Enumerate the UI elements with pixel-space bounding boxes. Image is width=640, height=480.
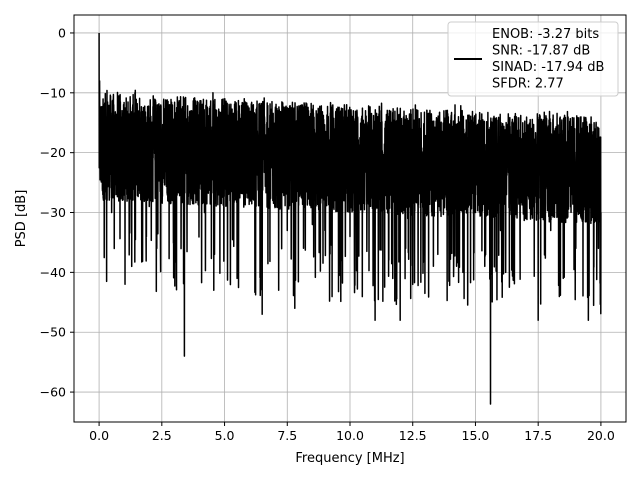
x-tick-label: 5.0	[215, 428, 235, 443]
y-axis-label: PSD [dB]	[14, 190, 29, 248]
x-axis-ticks: 0.0 2.5 5.0 7.5 10.0 12.5 15.0 17.5 20.0	[89, 422, 615, 443]
y-tick-label: −20	[40, 145, 66, 160]
x-tick-label: 20.0	[587, 428, 615, 443]
x-tick-label: 0.0	[89, 428, 109, 443]
x-tick-label: 12.5	[399, 428, 427, 443]
x-axis-label: Frequency [MHz]	[295, 451, 404, 466]
legend: ENOB: -3.27 bits SNR: -17.87 dB SINAD: -…	[447, 21, 619, 97]
y-tick-label: −30	[40, 205, 66, 220]
y-tick-label: −50	[40, 325, 66, 340]
y-tick-label: −60	[40, 385, 66, 400]
y-tick-label: −10	[40, 85, 66, 100]
plot-area	[98, 32, 602, 405]
legend-entry-enob: ENOB: -3.27 bits	[492, 27, 599, 42]
x-tick-label: 17.5	[524, 428, 552, 443]
x-tick-label: 7.5	[277, 428, 297, 443]
psd-series-line	[98, 32, 602, 405]
legend-box	[447, 21, 619, 97]
x-tick-label: 10.0	[336, 428, 364, 443]
y-tick-label: −40	[40, 265, 66, 280]
y-tick-label: 0	[58, 25, 66, 40]
x-tick-label: 2.5	[152, 428, 172, 443]
legend-entry-snr: SNR: -17.87 dB	[492, 44, 590, 59]
x-tick-label: 15.0	[462, 428, 490, 443]
legend-entry-sfdr: SFDR: 2.77	[492, 77, 564, 92]
legend-entry-sinad: SINAD: -17.94 dB	[492, 60, 604, 75]
y-axis-ticks: 0 −10 −20 −30 −40 −50 −60	[40, 25, 74, 400]
